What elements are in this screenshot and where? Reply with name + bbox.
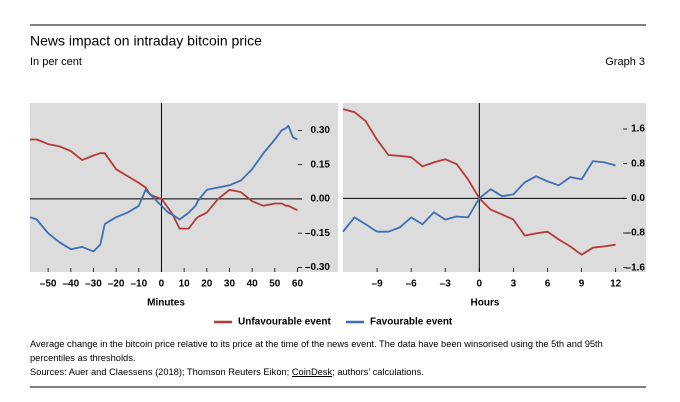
y-tick-label: –0.30 <box>305 262 330 273</box>
subtitle: In per cent <box>30 56 82 68</box>
x-tick-label: 60 <box>292 279 304 290</box>
sources-link: CoinDesk <box>291 367 333 377</box>
graph-label: Graph 3 <box>605 56 645 68</box>
plot-background <box>343 103 646 272</box>
y-tick-label: 0.8 <box>631 158 645 169</box>
x-tick-label: 10 <box>179 279 191 290</box>
x-tick-label: 12 <box>610 279 622 290</box>
y-tick-label: 0.15 <box>311 159 331 170</box>
series-line <box>342 160 616 233</box>
x-axis-label: Hours <box>471 298 500 309</box>
sources-text: ; authors’ calculations. <box>332 367 424 377</box>
y-tick-label: –1.6 <box>626 262 646 273</box>
x-tick-label: 9 <box>579 279 585 290</box>
sources-text: Sources: Auer and Claessens (2018); Thom… <box>30 367 292 377</box>
x-tick-label: 0 <box>159 279 165 290</box>
x-tick-label: –30 <box>85 279 102 290</box>
x-tick-label: 0 <box>477 279 483 290</box>
x-tick-label: –3 <box>440 279 452 290</box>
x-tick-label: –40 <box>62 279 79 290</box>
chart-title: News impact on intraday bitcoin price <box>30 33 262 49</box>
x-tick-label: 30 <box>224 279 236 290</box>
x-tick-label: –6 <box>406 279 418 290</box>
legend-label: Favourable event <box>370 317 453 328</box>
x-axis-label: Minutes <box>147 298 185 309</box>
sources: Sources: Auer and Claessens (2018); Thom… <box>30 367 650 377</box>
y-tick-label: 0.00 <box>311 194 331 205</box>
series-line <box>29 124 298 253</box>
x-tick-label: –9 <box>372 279 384 290</box>
plot-background <box>30 103 338 272</box>
y-tick-label: 0.30 <box>311 125 331 136</box>
x-tick-label: –10 <box>130 279 147 290</box>
x-tick-label: 3 <box>511 279 517 290</box>
notes: Average change in the bitcoin price rela… <box>30 339 603 363</box>
y-tick-label: –0.15 <box>305 228 330 239</box>
y-tick-label: 0.0 <box>631 193 645 204</box>
x-tick-label: 6 <box>545 279 551 290</box>
legend-label: Unfavourable event <box>238 317 331 328</box>
x-tick-label: 20 <box>201 279 213 290</box>
x-tick-label: –20 <box>108 279 125 290</box>
x-tick-label: 50 <box>269 279 281 290</box>
y-tick-label: 1.6 <box>631 124 645 135</box>
series-line <box>30 138 298 230</box>
x-tick-label: 40 <box>247 279 259 290</box>
y-tick-label: –0.8 <box>626 228 646 239</box>
x-tick-label: –50 <box>40 279 57 290</box>
